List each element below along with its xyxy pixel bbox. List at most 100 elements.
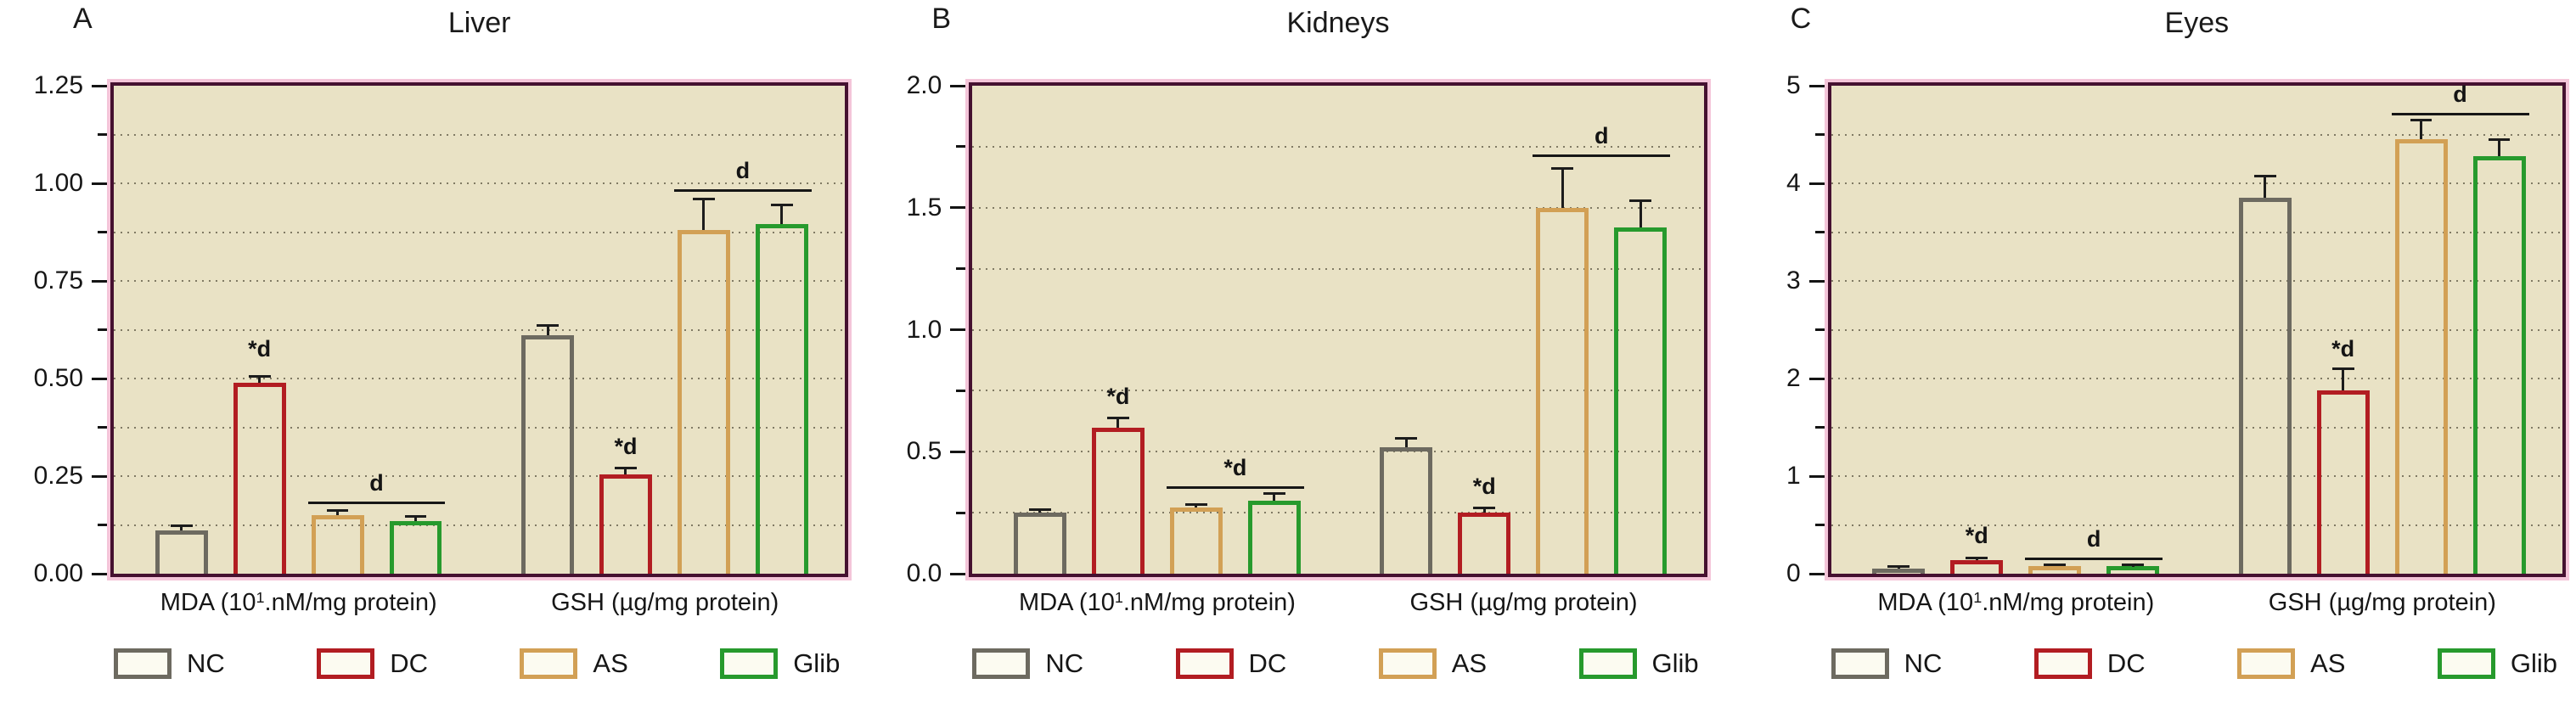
legend-item-NC: NC	[114, 648, 225, 679]
legend-swatch-Glib	[2437, 648, 2495, 679]
error-bar-cap	[170, 524, 193, 528]
legend-label: NC	[187, 648, 225, 678]
x-category-label: MDA (101.nM/mg protein)	[1877, 589, 2155, 616]
y-axis-tick-label: 0.5	[906, 437, 942, 466]
gridline	[1831, 133, 2562, 136]
error-bar	[1195, 504, 1198, 508]
significance-bracket	[2391, 113, 2529, 116]
gridline	[972, 451, 1704, 453]
x-category-label: GSH (µg/mg protein)	[1409, 589, 1638, 616]
y-axis-major-tick	[1808, 182, 1825, 185]
error-bar-cap	[1551, 167, 1574, 171]
significance-label: d	[2453, 81, 2467, 108]
legend-swatch-DC	[2033, 648, 2092, 679]
legend-label: DC	[1248, 648, 1287, 678]
significance-label: *d	[1472, 473, 1496, 499]
y-axis-major-tick	[950, 84, 966, 87]
y-axis-tick-label: 0.25	[33, 462, 83, 490]
bar-DC	[599, 474, 652, 574]
bar-AS	[2394, 139, 2448, 574]
y-axis-minor-tick	[1814, 328, 1825, 331]
bar-DC	[1950, 559, 2004, 574]
significance-label: *d	[2331, 336, 2355, 362]
gridline	[1831, 524, 2562, 526]
error-bar	[1561, 168, 1564, 208]
y-axis-minor-tick	[98, 133, 107, 136]
error-bar-cap	[1395, 436, 1418, 440]
gridline	[972, 267, 1704, 270]
y-axis-minor-tick	[956, 389, 966, 392]
y-axis-minor-tick	[956, 145, 966, 149]
legend-swatch-NC	[114, 648, 172, 679]
legend-label: AS	[593, 648, 628, 678]
gridline	[1831, 231, 2562, 233]
bar-DC	[233, 382, 286, 574]
legend: NC DC AS Glib	[114, 648, 840, 679]
gridline	[972, 206, 1704, 209]
legend-item-NC: NC	[972, 648, 1083, 679]
bar-Glib	[2106, 565, 2160, 574]
error-bar-cap	[2410, 118, 2433, 121]
bar-NC	[1872, 569, 1926, 574]
y-axis-tick-label: 1.5	[906, 193, 942, 222]
error-bar-cap	[2253, 175, 2276, 178]
y-axis-minor-tick	[1814, 133, 1825, 136]
error-bar-cap	[1473, 506, 1496, 509]
gridline	[114, 182, 846, 184]
y-axis-tick-label: 1.00	[33, 169, 83, 197]
significance-bracket	[673, 188, 812, 192]
panel-letter: A	[73, 3, 93, 35]
legend-item-Glib: Glib	[2437, 648, 2557, 679]
y-axis-major-tick	[950, 572, 966, 575]
y-axis-minor-tick	[98, 524, 107, 526]
legend-item-DC: DC	[2033, 648, 2146, 679]
gridline	[114, 524, 846, 526]
x-category-label: MDA (101.nM/mg protein)	[1019, 589, 1296, 616]
gridline	[972, 512, 1704, 514]
error-bar-cap	[770, 203, 793, 206]
error-bar-cap	[1629, 199, 1652, 202]
gridline	[114, 328, 846, 331]
error-bar	[1273, 493, 1276, 501]
error-bar-cap	[2488, 137, 2511, 141]
y-axis-major-tick	[92, 377, 107, 380]
error-bar	[414, 516, 417, 521]
x-category-label: GSH (µg/mg protein)	[551, 589, 779, 616]
legend-swatch-AS	[1378, 648, 1437, 679]
error-bar	[702, 199, 706, 231]
y-axis-tick-label: 0.50	[33, 364, 83, 392]
legend-label: NC	[1904, 648, 1943, 678]
y-axis-major-tick	[950, 206, 966, 210]
x-category-label: GSH (µg/mg protein)	[2268, 589, 2496, 616]
bar-Glib	[755, 224, 808, 574]
error-bar	[1639, 200, 1642, 227]
y-axis-major-tick	[1808, 572, 1825, 575]
bar-Glib	[389, 520, 442, 574]
y-axis-major-tick	[92, 474, 107, 478]
eyes-chart-plot: 0 1 2 3 4 5 *d d *d d MDA (101.nM/mg protein) GSH (…	[1786, 73, 2566, 616]
y-axis-major-tick	[92, 84, 107, 87]
legend-swatch-DC	[317, 648, 375, 679]
y-axis-tick-label: 1.0	[906, 315, 942, 344]
panel-liver: A Liver 0.00 0.25 0.50 0.75 1.00 1.25 *d d *d d MD…	[0, 0, 858, 701]
y-axis-major-tick	[1808, 84, 1825, 87]
bar-NC	[521, 335, 574, 574]
chart-title: Kidneys	[1286, 7, 1390, 39]
significance-label: d	[735, 157, 751, 183]
bar-DC	[1091, 427, 1145, 574]
y-axis-minor-tick	[1814, 231, 1825, 233]
legend-swatch-NC	[1831, 648, 1889, 679]
y-axis-major-tick	[950, 328, 966, 331]
bar-AS	[1169, 508, 1223, 574]
error-bar	[1038, 509, 1042, 513]
y-axis-tick-label: 2.0	[906, 71, 942, 99]
significance-label: d	[2086, 526, 2101, 552]
error-bar	[2342, 368, 2345, 390]
kidneys-chart-plot: 0.0 0.5 1.0 1.5 2.0 *d *d *d d MDA (101.nM/mg pro…	[907, 73, 1707, 616]
error-bar	[2264, 176, 2267, 199]
error-bar-cap	[1263, 491, 1285, 495]
legend-item-AS: AS	[1378, 648, 1487, 679]
gridline	[114, 378, 846, 379]
y-axis-major-tick	[950, 450, 966, 453]
y-axis-tick-label: 0.00	[33, 559, 83, 587]
